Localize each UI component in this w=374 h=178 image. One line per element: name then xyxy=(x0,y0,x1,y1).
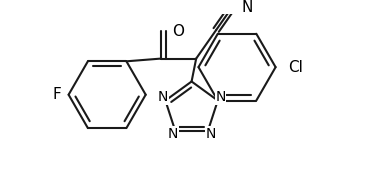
Text: F: F xyxy=(52,87,61,102)
Text: N: N xyxy=(242,0,253,15)
Text: N: N xyxy=(168,127,178,141)
Text: N: N xyxy=(205,127,216,141)
Text: Cl: Cl xyxy=(288,60,303,75)
Text: N: N xyxy=(215,90,226,104)
Text: N: N xyxy=(157,90,168,104)
Text: O: O xyxy=(172,23,184,38)
